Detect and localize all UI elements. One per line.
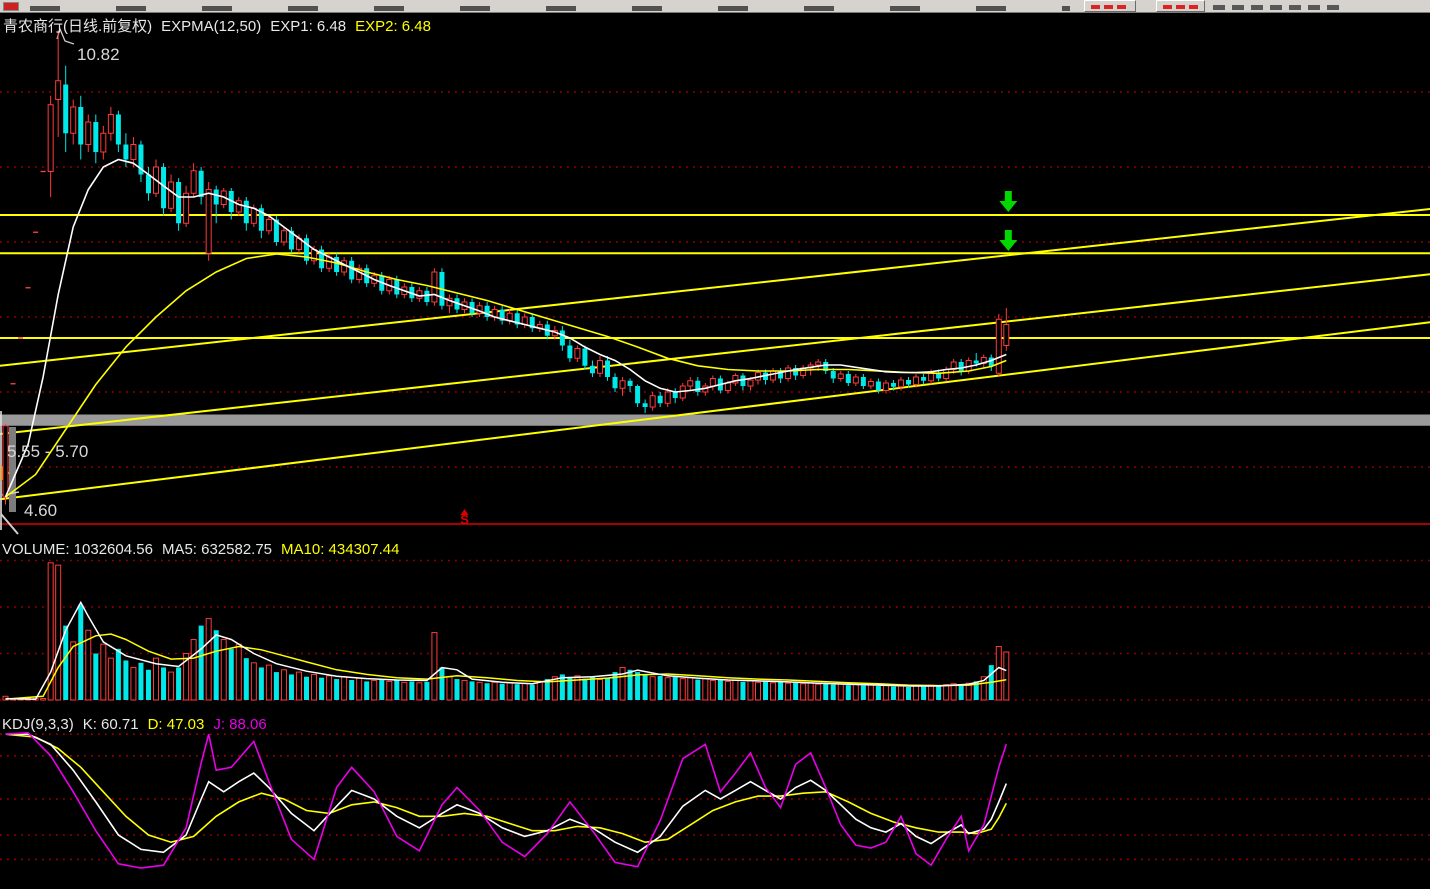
- kdj-k-value: K: 60.71: [82, 716, 139, 733]
- menu-strip-cropped[interactable]: [30, 6, 1070, 11]
- gap-band: [0, 414, 1430, 426]
- sell-marker: S: [460, 509, 469, 527]
- kdj-gridlines: [0, 733, 1430, 861]
- kdj-title: KDJ(9,3,3) K: 60.71 D: 47.03 J: 88.06: [2, 716, 276, 733]
- volume-bars-layer: [2, 562, 1010, 701]
- top-toolbar: [0, 0, 1430, 13]
- candles-layer: [2, 30, 1010, 505]
- indicator-name: EXPMA(12,50): [161, 18, 262, 35]
- exp2-value: EXP2: 6.48: [355, 18, 431, 35]
- down-arrow-icon: [999, 191, 1018, 212]
- toolbar-right-text-cropped: [1213, 5, 1343, 10]
- drawn-yellow-lines: [0, 208, 1430, 501]
- down-arrow-icon: [999, 230, 1018, 251]
- chart-title: 青农商行(日线.前复权) EXPMA(12,50) EXP1: 6.48 EXP2: …: [3, 15, 440, 36]
- kdj-lines: [5, 731, 1008, 869]
- security-name: 青农商行(日线.前复权): [3, 18, 153, 35]
- sell-button-glyph: [1163, 5, 1198, 9]
- kdj-d-value: D: 47.03: [147, 716, 205, 733]
- kdj-j-value: J: 88.06: [213, 716, 267, 733]
- exp1-value: EXP1: 6.48: [270, 18, 347, 35]
- expma-lines: [4, 158, 1007, 498]
- gap-range-label: 5.55 - 5.70: [7, 442, 89, 461]
- volume-value: VOLUME: 1032604.56: [2, 541, 153, 558]
- volume-title: VOLUME: 1032604.56 MA5: 632582.75 MA10: 43…: [2, 541, 408, 558]
- volume-ma-lines: [5, 600, 1007, 701]
- volume-ma10-value: MA10: 434307.44: [281, 541, 400, 558]
- low-price-label: 4.60: [24, 501, 58, 520]
- peak-price-label: 10.82: [77, 45, 120, 64]
- volume-ma5-value: MA5: 632582.75: [161, 541, 273, 558]
- toolbar-buy-button[interactable]: [1084, 0, 1136, 12]
- toolbar-sell-button[interactable]: [1156, 0, 1205, 12]
- buy-button-glyph: [1091, 5, 1129, 9]
- kdj-params: KDJ(9,3,3): [2, 716, 74, 733]
- main-panel-gridlines: [0, 91, 1430, 468]
- signal-arrows: [999, 191, 1018, 251]
- app-logo-icon: [3, 2, 19, 11]
- svg-text:S: S: [460, 512, 469, 527]
